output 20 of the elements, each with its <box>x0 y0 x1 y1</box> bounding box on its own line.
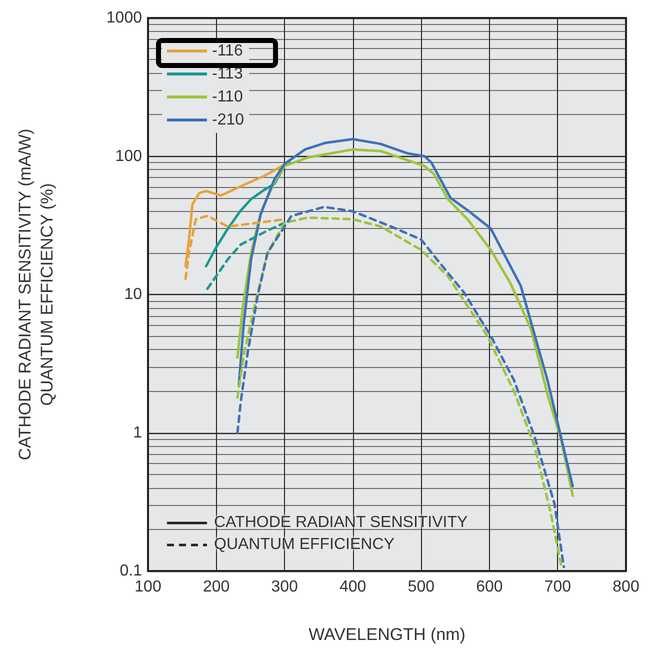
x-tick-label: 600 <box>476 578 503 596</box>
y-tick-label: 1000 <box>106 10 142 26</box>
x-tick-label: 800 <box>612 578 640 596</box>
x-axis-title: WAVELENGTH (nm) <box>308 625 466 644</box>
x-tick-label: 300 <box>271 578 298 596</box>
x-tick-label: 500 <box>408 578 435 596</box>
y-tick-label: 100 <box>115 148 142 165</box>
legend-label: -110 <box>212 88 243 106</box>
legend-label: -210 <box>212 112 244 128</box>
x-tick-label: 200 <box>202 578 230 596</box>
legend-label: -116 <box>212 42 243 60</box>
y-tick-label: 10 <box>124 286 142 303</box>
x-tick-label: 100 <box>134 578 162 596</box>
y-tick-label: 0.1 <box>120 562 142 580</box>
y-tick-label: 1 <box>133 424 142 442</box>
x-tick-label: 400 <box>340 578 366 596</box>
x-tick-label: 700 <box>544 578 572 596</box>
y-axis-title: CATHODE RADIANT SENSITIVITY (mA/W) QUANTUM EFFICIENCY (%) <box>16 128 56 460</box>
legend-label: -113 <box>212 66 243 82</box>
line-series <box>206 222 286 290</box>
